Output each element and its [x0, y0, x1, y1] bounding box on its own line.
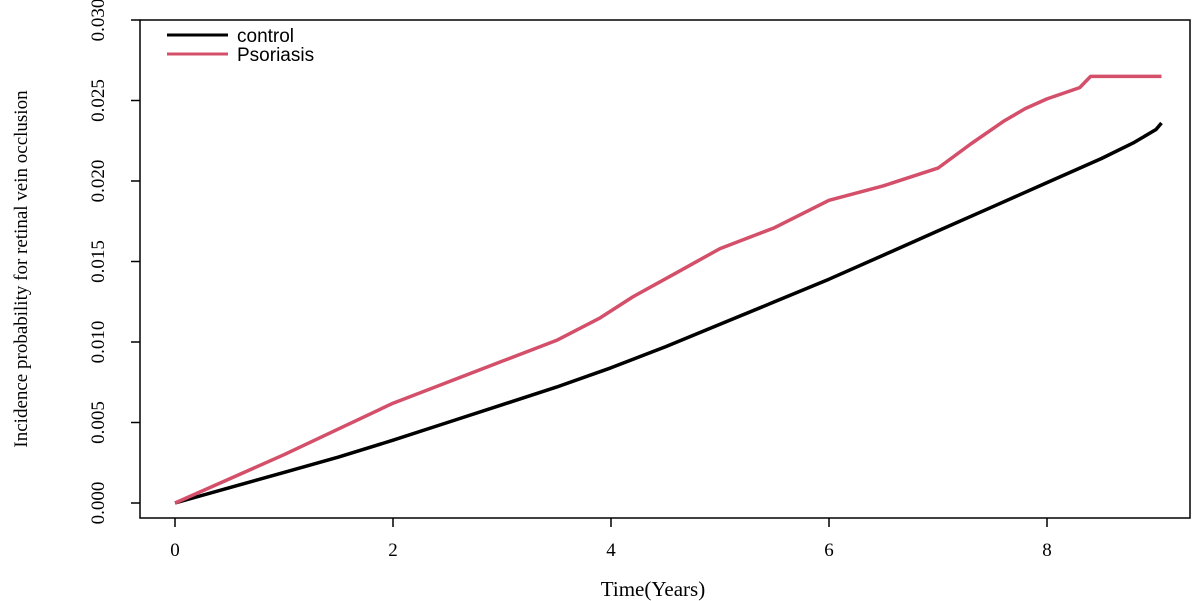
y-tick-label: 0.020 — [88, 160, 109, 203]
x-axis-title: Time(Years) — [601, 577, 705, 601]
y-tick-label: 0.030 — [88, 0, 109, 41]
x-tick-label: 2 — [388, 540, 398, 561]
y-axis: 0.000 0.005 0.010 0.015 0.020 0.025 0.030 — [88, 0, 140, 524]
y-tick-label: 0.000 — [88, 482, 109, 525]
legend-label-control: control — [237, 26, 294, 47]
x-axis: 0 2 4 6 8 — [170, 518, 1052, 561]
y-tick-label: 0.025 — [88, 79, 109, 122]
plot-frame — [139, 19, 1191, 519]
y-tick-label: 0.005 — [88, 401, 109, 444]
series-layer — [174, 74, 1163, 505]
x-tick-label: 0 — [170, 540, 180, 561]
y-tick-label: 0.015 — [88, 240, 109, 283]
series-line-psoriasis — [174, 74, 1162, 505]
legend: control Psoriasis — [167, 26, 314, 66]
y-axis-title: Incidence probability for retinal vein o… — [11, 90, 32, 448]
y-tick-label: 0.010 — [88, 321, 109, 364]
series-line-control — [174, 121, 1163, 505]
legend-label-psoriasis: Psoriasis — [237, 45, 314, 66]
x-tick-label: 6 — [824, 540, 834, 561]
x-tick-label: 4 — [606, 540, 616, 561]
x-tick-label: 8 — [1042, 540, 1052, 561]
